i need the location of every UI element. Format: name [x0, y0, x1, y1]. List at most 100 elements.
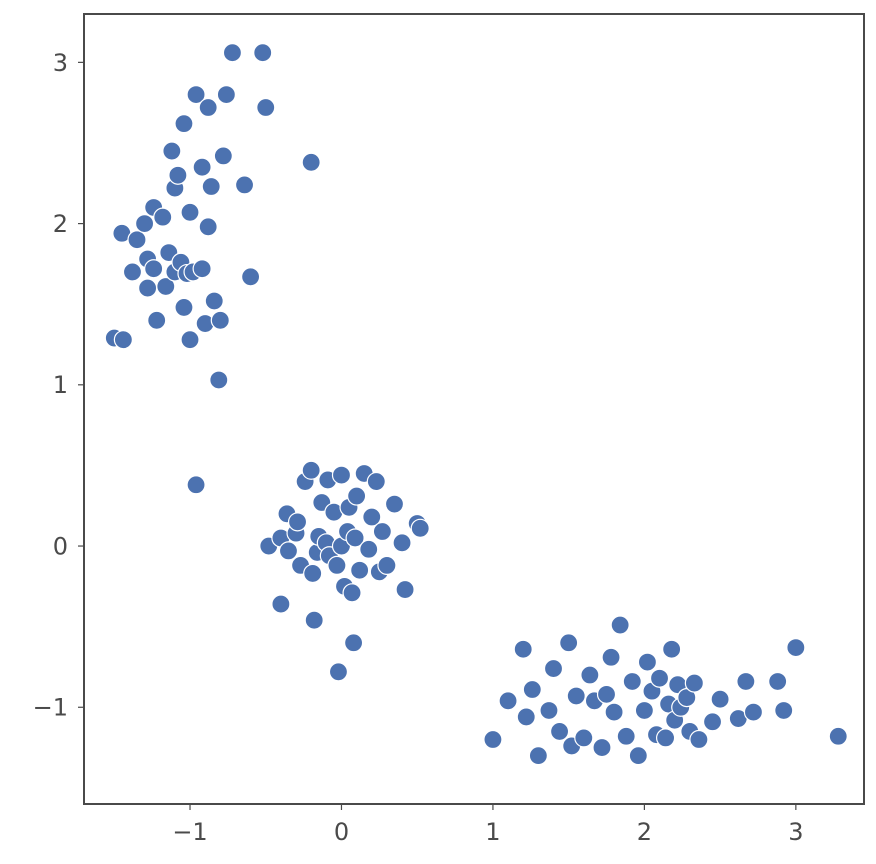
data-point	[210, 371, 228, 389]
data-point	[711, 690, 729, 708]
data-point	[302, 153, 320, 171]
data-point	[593, 739, 611, 757]
data-point	[514, 640, 532, 658]
data-point	[272, 595, 290, 613]
y-tick-label: 1	[53, 371, 68, 399]
data-point	[517, 708, 535, 726]
data-point	[685, 674, 703, 692]
data-point	[744, 703, 762, 721]
data-point	[769, 672, 787, 690]
data-point	[205, 292, 223, 310]
data-point	[529, 747, 547, 765]
data-point	[289, 513, 307, 531]
data-point	[623, 672, 641, 690]
data-point	[136, 215, 154, 233]
data-point	[328, 556, 346, 574]
data-point	[602, 648, 620, 666]
x-tick-label: −1	[172, 818, 207, 846]
data-point	[378, 556, 396, 574]
data-point	[581, 666, 599, 684]
x-tick-label: 2	[637, 818, 652, 846]
data-point	[304, 564, 322, 582]
data-point	[787, 639, 805, 657]
data-point	[214, 147, 232, 165]
data-point	[635, 701, 653, 719]
data-point	[598, 685, 616, 703]
data-point	[345, 634, 363, 652]
data-point	[181, 331, 199, 349]
data-point	[629, 747, 647, 765]
data-point	[305, 611, 323, 629]
data-point	[484, 731, 502, 749]
data-point	[217, 86, 235, 104]
data-point	[373, 523, 391, 541]
data-point	[737, 672, 755, 690]
data-point	[145, 260, 163, 278]
data-point	[236, 176, 254, 194]
y-tick-label: 3	[53, 49, 68, 77]
data-point	[332, 466, 350, 484]
data-point	[704, 713, 722, 731]
data-point	[523, 681, 541, 699]
data-point	[545, 660, 563, 678]
data-point	[657, 729, 675, 747]
data-point	[638, 653, 656, 671]
data-point	[351, 561, 369, 579]
data-point	[279, 542, 297, 560]
data-point	[560, 634, 578, 652]
data-point	[181, 203, 199, 221]
data-point	[148, 311, 166, 329]
data-point	[193, 158, 211, 176]
y-tick-label: 0	[53, 532, 68, 560]
data-point	[199, 99, 217, 117]
data-point	[329, 663, 347, 681]
data-point	[343, 584, 361, 602]
y-tick-label: 2	[53, 210, 68, 238]
data-point	[617, 727, 635, 745]
data-point	[175, 298, 193, 316]
data-point	[348, 487, 366, 505]
y-tick-label: −1	[33, 694, 68, 722]
data-point	[302, 461, 320, 479]
data-point	[551, 722, 569, 740]
data-point	[360, 540, 378, 558]
data-point	[223, 44, 241, 62]
data-point	[169, 166, 187, 184]
data-point	[611, 616, 629, 634]
data-point	[651, 669, 669, 687]
data-point	[175, 115, 193, 133]
data-point	[575, 729, 593, 747]
data-point	[211, 311, 229, 329]
x-tick-label: 1	[485, 818, 500, 846]
data-point	[139, 279, 157, 297]
data-point	[396, 581, 414, 599]
x-tick-label: 3	[788, 818, 803, 846]
data-point	[123, 263, 141, 281]
data-point	[567, 687, 585, 705]
data-point	[128, 231, 146, 249]
data-point	[663, 640, 681, 658]
data-point	[154, 208, 172, 226]
data-point	[540, 701, 558, 719]
data-point	[367, 473, 385, 491]
data-point	[775, 701, 793, 719]
data-point	[257, 99, 275, 117]
scatter-chart: −1 0 1 2 3 −1 0 1 2 3	[0, 0, 876, 864]
data-point	[242, 268, 260, 286]
data-point	[829, 727, 847, 745]
data-point	[163, 142, 181, 160]
data-point	[114, 331, 132, 349]
data-point	[690, 731, 708, 749]
data-point	[385, 495, 403, 513]
data-point	[499, 692, 517, 710]
data-point	[393, 534, 411, 552]
data-point	[254, 44, 272, 62]
x-tick-label: 0	[334, 818, 349, 846]
data-point	[187, 476, 205, 494]
chart-container: −1 0 1 2 3 −1 0 1 2 3	[0, 0, 876, 864]
data-point	[199, 218, 217, 236]
data-point	[411, 519, 429, 537]
data-point	[605, 703, 623, 721]
data-point	[202, 178, 220, 196]
data-point	[193, 260, 211, 278]
